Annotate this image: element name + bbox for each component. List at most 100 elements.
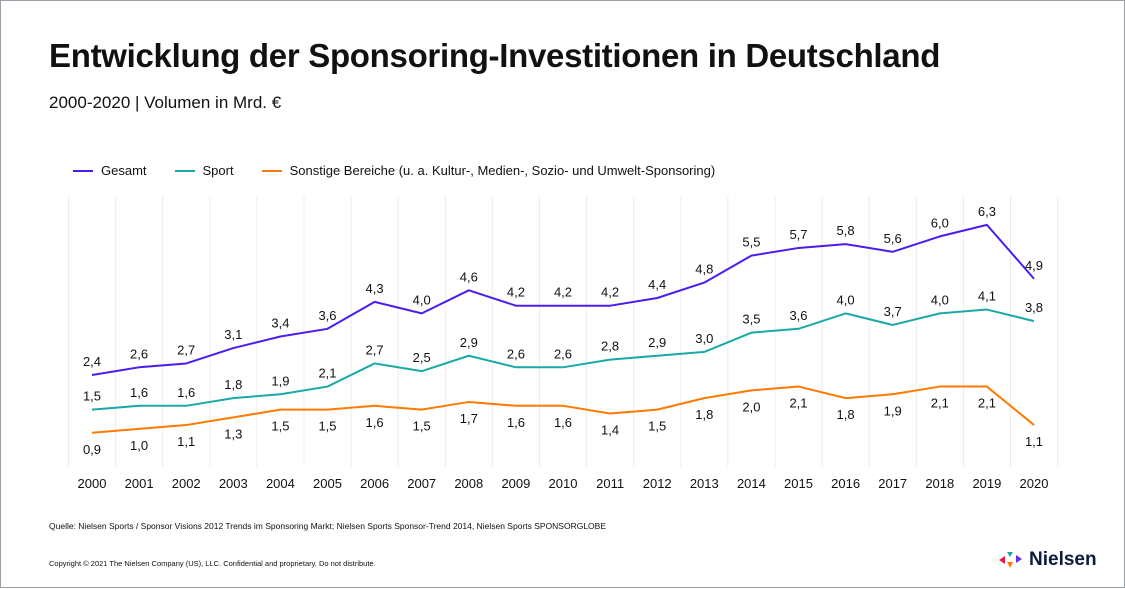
data-label: 3,0 — [695, 331, 713, 346]
data-label: 6,0 — [931, 215, 949, 230]
source-note: Quelle: Nielsen Sports / Sponsor Visions… — [49, 521, 607, 531]
copyright-note: Copyright © 2021 The Nielsen Company (US… — [49, 559, 376, 568]
data-label: 5,6 — [884, 231, 902, 246]
data-label: 1,9 — [271, 373, 289, 388]
data-label: 6,3 — [978, 204, 996, 219]
data-label: 1,7 — [460, 411, 478, 426]
data-label: 3,4 — [271, 316, 289, 331]
legend-label: Sport — [202, 163, 234, 178]
data-label: 0,9 — [83, 442, 101, 457]
x-tick-label: 2013 — [690, 476, 719, 491]
data-label: 2,1 — [318, 366, 336, 381]
data-label: 1,6 — [507, 415, 525, 430]
legend-swatch — [261, 169, 282, 172]
data-label: 1,8 — [837, 407, 855, 422]
data-label: 4,0 — [931, 292, 949, 307]
data-label: 2,8 — [601, 339, 619, 354]
data-label: 3,5 — [742, 312, 760, 327]
data-label: 4,6 — [460, 269, 478, 284]
data-label: 2,7 — [177, 342, 195, 357]
x-tick-label: 2009 — [501, 476, 530, 491]
data-label: 1,0 — [130, 438, 148, 453]
x-tick-label: 2001 — [125, 476, 154, 491]
data-label: 2,5 — [413, 350, 431, 365]
nielsen-logo-icon — [999, 552, 1022, 568]
series-line-2 — [91, 385, 1035, 434]
data-label: 1,5 — [413, 419, 431, 434]
data-label: 2,7 — [366, 342, 384, 357]
data-label: 2,6 — [554, 346, 572, 361]
data-label: 1,5 — [648, 419, 666, 434]
data-label: 2,4 — [83, 354, 101, 369]
data-label: 3,7 — [884, 304, 902, 319]
data-label: 4,1 — [978, 289, 996, 304]
data-label: 4,0 — [413, 292, 431, 307]
data-label: 1,1 — [177, 434, 195, 449]
data-label: 1,5 — [271, 419, 289, 434]
data-label: 1,5 — [318, 419, 336, 434]
data-label: 3,6 — [318, 308, 336, 323]
data-label: 4,2 — [601, 285, 619, 300]
data-label: 1,8 — [695, 407, 713, 422]
data-label: 2,9 — [648, 335, 666, 350]
logo-text: Nielsen — [1029, 549, 1097, 570]
data-label: 2,9 — [460, 335, 478, 350]
data-label: 4,4 — [648, 277, 666, 292]
x-tick-label: 2014 — [737, 476, 766, 491]
data-label: 5,5 — [742, 235, 760, 250]
data-label: 2,1 — [931, 396, 949, 411]
data-label: 3,6 — [789, 308, 807, 323]
chart-subtitle: 2000-2020 | Volumen in Mrd. € — [49, 93, 282, 112]
legend-swatch — [73, 169, 93, 172]
data-label: 2,0 — [742, 399, 760, 414]
legend-item-sport: Sport — [174, 163, 234, 178]
x-tick-label: 2005 — [313, 476, 342, 491]
data-label: 3,1 — [224, 327, 242, 342]
data-label: 1,6 — [554, 415, 572, 430]
data-label: 1,1 — [1025, 434, 1043, 449]
legend-label: Gesamt — [101, 163, 147, 178]
data-label: 4,9 — [1025, 258, 1043, 273]
nielsen-logo: Nielsen — [999, 549, 1097, 571]
x-tick-label: 2002 — [172, 476, 201, 491]
x-tick-label: 2007 — [407, 476, 436, 491]
data-label: 1,9 — [884, 403, 902, 418]
series-line-0 — [91, 223, 1035, 376]
x-tick-label: 2004 — [266, 476, 295, 491]
data-label: 5,7 — [789, 227, 807, 242]
legend-item-sonstige: Sonstige Bereiche (u. a. Kultur-, Medien… — [261, 163, 716, 178]
legend-swatch — [174, 169, 195, 172]
x-tick-label: 2006 — [360, 476, 389, 491]
data-label: 5,8 — [837, 223, 855, 238]
data-label: 1,5 — [83, 389, 101, 404]
data-label: 1,4 — [601, 423, 619, 438]
data-label: 1,6 — [177, 385, 195, 400]
data-label: 4,0 — [837, 292, 855, 307]
data-label: 2,1 — [978, 396, 996, 411]
x-tick-label: 2020 — [1020, 476, 1049, 491]
chart-title: Entwicklung der Sponsoring-Investitionen… — [49, 37, 941, 74]
x-tick-label: 2010 — [549, 476, 578, 491]
legend-label: Sonstige Bereiche (u. a. Kultur-, Medien… — [289, 163, 716, 178]
data-label: 1,6 — [366, 415, 384, 430]
data-label: 1,8 — [224, 377, 242, 392]
data-label: 4,3 — [366, 281, 384, 296]
x-tick-label: 2012 — [643, 476, 672, 491]
data-label: 2,6 — [507, 346, 525, 361]
x-tick-label: 2018 — [925, 476, 954, 491]
legend-item-gesamt: Gesamt — [73, 163, 147, 178]
data-label: 2,1 — [789, 396, 807, 411]
data-label: 4,2 — [507, 285, 525, 300]
data-label: 4,2 — [554, 285, 572, 300]
data-label: 4,8 — [695, 262, 713, 277]
x-tick-label: 2003 — [219, 476, 248, 491]
x-tick-label: 2008 — [454, 476, 483, 491]
data-label: 3,8 — [1025, 300, 1043, 315]
series-line-1 — [91, 308, 1035, 411]
legend: Gesamt Sport Sonstige Bereiche (u. a. Ku… — [73, 163, 715, 178]
x-tick-label: 2019 — [972, 476, 1001, 491]
x-tick-label: 2015 — [784, 476, 813, 491]
x-tick-label: 2011 — [596, 476, 624, 491]
data-label: 1,6 — [130, 385, 148, 400]
